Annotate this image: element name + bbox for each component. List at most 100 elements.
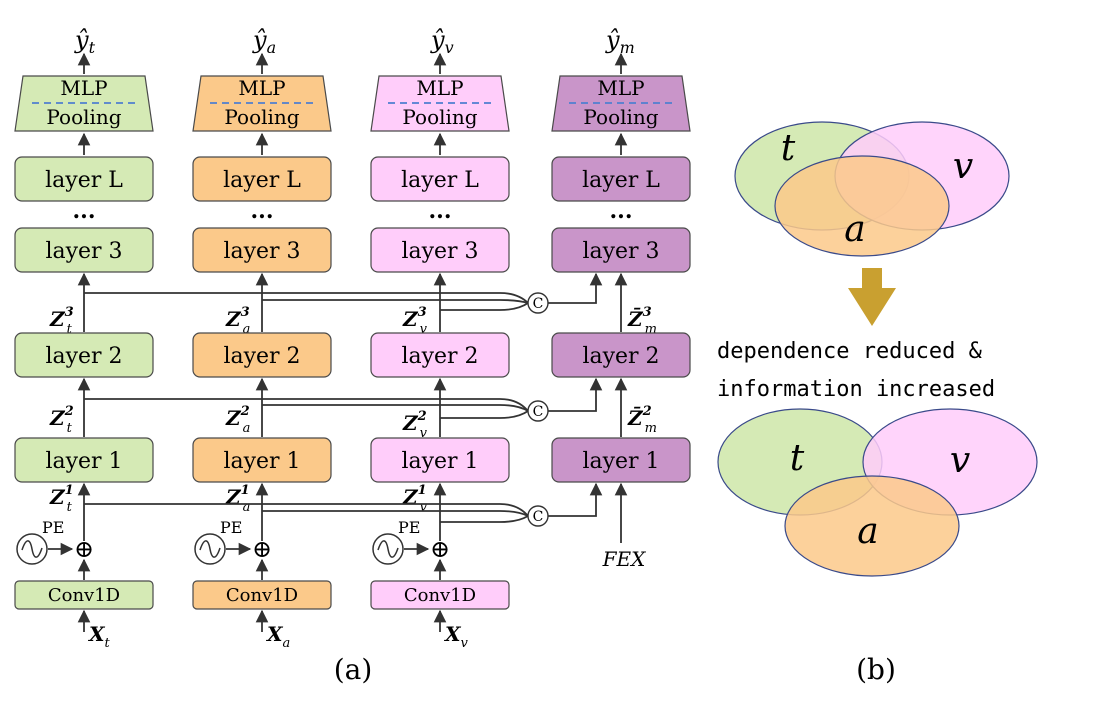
feature-z2-t: Z2 t (49, 404, 74, 436)
column-audio: ŷa MLP Pooling layer L ... layer 3 Z3 a l… (192, 26, 332, 651)
feature-zbar2-m: Z̄2 m (627, 404, 657, 436)
layer-L-box-v (370, 156, 510, 202)
layer-1-box-v (370, 437, 510, 483)
down-arrow-icon (848, 268, 896, 326)
feature-z3-a: Z3 a (225, 305, 250, 337)
feature-z2-a: Z2 a (225, 404, 250, 436)
venn-bottom-a-circle (784, 475, 960, 577)
mlp-label-m: MLP (597, 76, 644, 100)
feature-z3-v: Z3 v (402, 305, 428, 337)
layer-1-label-t: layer 1 (45, 449, 122, 474)
venn-top: t v a (734, 121, 1010, 257)
layer-2-box-m (551, 332, 691, 378)
caption-a: (a) (334, 653, 373, 686)
layer-3-label-a: layer 3 (223, 239, 300, 264)
feature-z3-t: Z3 t (49, 305, 74, 337)
pooling-label-v: Pooling (402, 105, 477, 129)
arrow-concat2-to-layer2-m (548, 377, 603, 412)
pooling-label-a: Pooling (224, 105, 299, 129)
venn-top-v-label: v (953, 146, 973, 187)
sine-wave-curve-v (377, 540, 399, 558)
layer-1-box-a (192, 437, 332, 483)
layer-2-label-v: layer 2 (401, 344, 478, 369)
transition-text-line-1: dependence reduced & (717, 339, 983, 364)
layer-3-box-v (370, 227, 510, 273)
ellipsis-a: ... (251, 198, 274, 224)
ellipsis-t: ... (73, 198, 96, 224)
output-y-a: ŷa (252, 26, 276, 57)
feature-zbar3-m: Z̄3 m (627, 305, 657, 337)
layer-2-box-v (370, 332, 510, 378)
layer-3-box-t (14, 227, 154, 273)
venn-top-a-circle (774, 155, 950, 257)
concat-node-1: C (527, 505, 549, 527)
layer-2-label-m: layer 2 (582, 344, 659, 369)
layer-1-label-v: layer 1 (401, 449, 478, 474)
svg-text:C: C (533, 404, 544, 420)
input-x-a: Xa (265, 622, 290, 651)
venn-bottom-v-label: v (950, 440, 970, 481)
layer-3-label-v: layer 3 (401, 239, 478, 264)
feature-z2-v: Z2 v (402, 409, 428, 441)
svg-text:C: C (533, 509, 544, 525)
column-multimodal: ŷm MLP Pooling layer L ... layer 3 Z̄3 m … (551, 26, 691, 571)
mlp-label-a: MLP (238, 76, 285, 100)
cross-modal-wires: C C C (84, 272, 603, 527)
conv1d-box-v (370, 580, 510, 610)
plus-circle-icon-v: ⊕ (430, 535, 450, 563)
layer-1-label-m: layer 1 (582, 449, 659, 474)
concat-node-2: C (527, 400, 549, 422)
feature-z1-v: Z1 v (402, 483, 428, 515)
layer-L-label-v: layer L (401, 168, 479, 193)
feature-z1-a: Z1 a (225, 483, 250, 515)
conv1d-box-t (14, 580, 154, 610)
panel-b: t v a dependence reduced & information i… (717, 121, 1038, 686)
output-y-m: ŷm (605, 26, 635, 57)
layer-1-box-m (551, 437, 691, 483)
mlp-label-t: MLP (60, 76, 107, 100)
plus-circle-icon-t: ⊕ (74, 535, 94, 563)
layer-1-label-a: layer 1 (223, 449, 300, 474)
panel-a: ŷt MLP Pooling layer L ... layer 3 Z3 t l… (14, 26, 691, 686)
column-visual: ŷv MLP Pooling layer L ... layer 3 Z3 v l… (370, 26, 510, 651)
ellipsis-m: ... (610, 198, 633, 224)
venn-bottom-t-label: t (790, 438, 805, 479)
arrow-concat1-to-layer1-m (548, 482, 603, 517)
layer-L-label-a: layer L (223, 168, 301, 193)
pooling-label-m: Pooling (583, 105, 658, 129)
transition-text-line-2: information increased (717, 377, 995, 402)
pe-label-a: PE (220, 518, 242, 537)
pooling-label-t: Pooling (46, 105, 121, 129)
layer-3-label-m: layer 3 (582, 239, 659, 264)
output-y-t: ŷt (74, 26, 96, 57)
layer-2-box-t (14, 332, 154, 378)
layer-1-box-t (14, 437, 154, 483)
layer-L-label-t: layer L (45, 168, 123, 193)
layer-3-label-t: layer 3 (45, 239, 122, 264)
conv1d-label-t: Conv1D (48, 585, 120, 606)
pe-label-v: PE (398, 518, 420, 537)
layer-L-box-a (192, 156, 332, 202)
pe-label-t: PE (42, 518, 64, 537)
conv1d-box-a (192, 580, 332, 610)
concat-node-3: C (527, 292, 549, 314)
output-y-v: ŷv (430, 26, 454, 57)
plus-circle-icon-a: ⊕ (252, 535, 272, 563)
column-text: ŷt MLP Pooling layer L ... layer 3 Z3 t l… (14, 26, 154, 651)
layer-2-label-a: layer 2 (223, 344, 300, 369)
caption-b: (b) (856, 653, 896, 686)
venn-bottom: t v a (717, 408, 1038, 577)
arrow-concat3-to-layer3-m (548, 272, 603, 304)
conv1d-label-a: Conv1D (226, 585, 298, 606)
sine-wave-curve-t (21, 540, 43, 558)
sine-wave-curve-a (199, 540, 221, 558)
layer-3-box-m (551, 227, 691, 273)
layer-L-box-m (551, 156, 691, 202)
input-x-v: Xv (443, 622, 469, 651)
mlp-label-v: MLP (416, 76, 463, 100)
layer-L-box-t (14, 156, 154, 202)
svg-text:C: C (533, 296, 544, 312)
input-x-t: Xt (87, 622, 111, 651)
feature-z1-t: Z1 t (49, 483, 74, 515)
